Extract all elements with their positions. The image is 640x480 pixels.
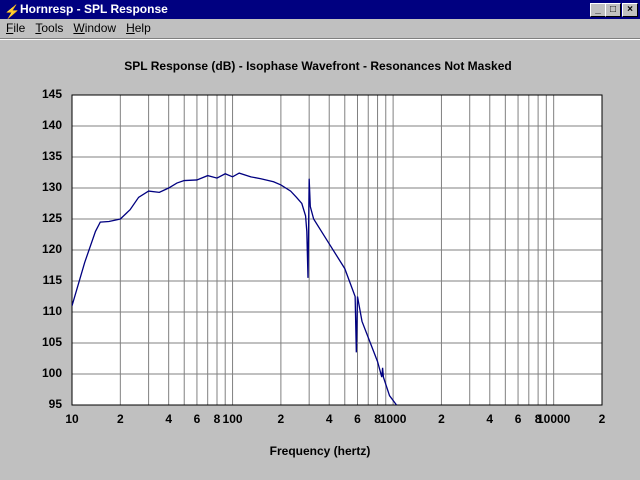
menu-item[interactable]: File [6, 21, 26, 35]
x-tick-label: 8 [535, 412, 542, 426]
x-tick-label: 2 [117, 412, 124, 426]
y-tick-label: 140 [42, 118, 62, 132]
title-bar: ⚡ Hornresp - SPL Response _ □ × [0, 0, 640, 19]
chart-title: SPL Response (dB) - Isophase Wavefront -… [124, 59, 511, 73]
menu-item[interactable]: Tools [35, 21, 64, 35]
x-tick-label: 8 [214, 412, 221, 426]
x-axis-label: Frequency (hertz) [270, 444, 371, 458]
window-title: Hornresp - SPL Response [20, 2, 168, 16]
close-button[interactable]: × [622, 3, 638, 17]
x-tick-label: 8 [374, 412, 381, 426]
y-tick-label: 125 [42, 211, 62, 225]
y-tick-label: 145 [42, 87, 62, 101]
maximize-button[interactable]: □ [605, 3, 621, 17]
y-tick-label: 95 [49, 397, 63, 411]
x-tick-label: 4 [326, 412, 333, 426]
menu-bar: File Tools Window Help [0, 19, 640, 39]
y-tick-label: 120 [42, 242, 62, 256]
y-tick-label: 130 [42, 180, 62, 194]
plot-border [71, 94, 603, 406]
y-tick-label: 100 [42, 366, 62, 380]
x-tick-label: 4 [486, 412, 493, 426]
x-tick-label: 4 [165, 412, 172, 426]
x-tick-label: 6 [194, 412, 201, 426]
x-tick-label: 6 [515, 412, 522, 426]
x-tick-label: 2 [278, 412, 285, 426]
x-tick-label: 1000 [380, 412, 407, 426]
x-tick-label: 2 [599, 412, 606, 426]
y-tick-label: 110 [43, 304, 63, 318]
x-tick-label: 10 [65, 412, 79, 426]
x-tick-label: 6 [354, 412, 361, 426]
x-tick-label: 2 [438, 412, 445, 426]
y-tick-label: 115 [43, 273, 63, 287]
menu-item[interactable]: Window [73, 21, 117, 35]
spl-line [72, 172, 398, 405]
y-tick-label: 105 [42, 335, 62, 349]
menu-item[interactable]: Help [126, 21, 151, 35]
x-tick-label: 100 [223, 412, 243, 426]
app-icon: ⚡ [4, 4, 21, 19]
x-tick-label: 10000 [537, 412, 571, 426]
y-tick-label: 135 [42, 149, 62, 163]
